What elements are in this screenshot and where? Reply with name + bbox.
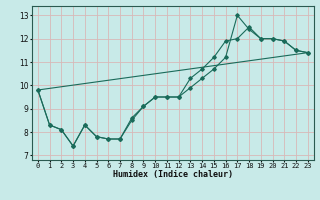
X-axis label: Humidex (Indice chaleur): Humidex (Indice chaleur)	[113, 170, 233, 179]
